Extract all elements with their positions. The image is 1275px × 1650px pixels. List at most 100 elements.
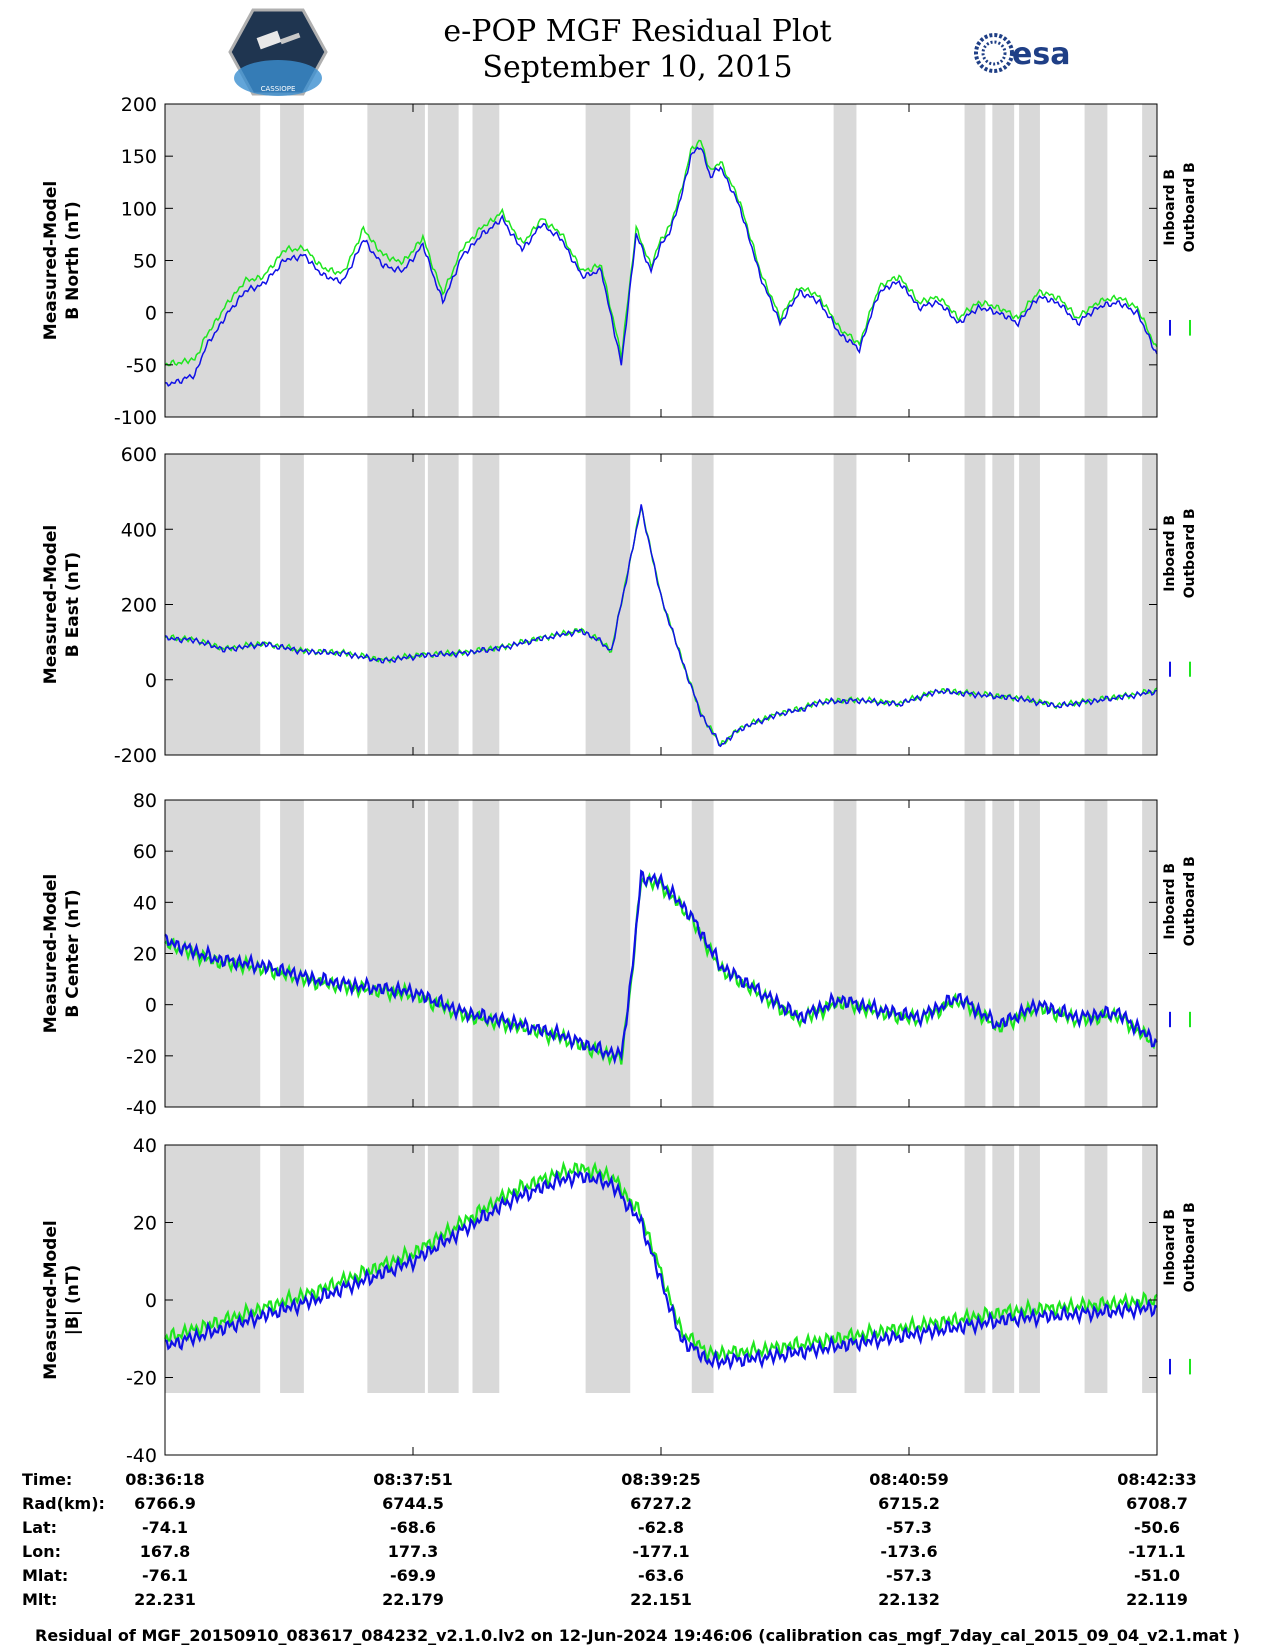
y-axis-label: Measured-Model [41,1220,61,1379]
ephemeris-value: -171.1 [1128,1542,1186,1561]
y-tick-label: 20 [133,944,157,966]
ephemeris-value: 08:36:18 [125,1470,205,1489]
y-tick-label: -20 [126,1046,157,1068]
ephemeris-value: -63.6 [637,1566,685,1585]
legend-label: Outboard B [1182,856,1198,946]
page-title: e-POP MGF Residual Plot [443,14,832,49]
shaded-interval [367,800,425,1107]
ephemeris-value: 22.119 [1126,1590,1188,1609]
ephemeris-row-label: Rad(km): [22,1494,105,1513]
y-tick-label: -100 [114,407,157,429]
shaded-interval [1084,1145,1108,1393]
y-tick-label: 60 [133,841,157,863]
ephemeris-value: 22.132 [878,1590,940,1609]
ephemeris-value: 177.3 [387,1542,439,1561]
shaded-interval [833,1145,857,1393]
shaded-interval [472,104,500,417]
series-line-inboard-b [164,1169,1158,1371]
ephemeris-value: 167.8 [139,1542,191,1561]
ephemeris-value: -68.6 [389,1518,437,1537]
ephemeris-value: -74.1 [141,1518,189,1537]
y-tick-label: 0 [145,1290,157,1312]
shaded-interval [165,454,261,755]
y-tick-label: 40 [133,892,157,914]
shaded-interval [165,104,261,417]
y-axis-label: B Center (nT) [63,889,83,1017]
ephemeris-row-label: Mlat: [22,1566,69,1585]
ephemeris-value: 6727.2 [630,1494,692,1513]
y-tick-label: 20 [133,1213,157,1235]
shaded-interval [280,454,304,755]
shaded-interval [1084,800,1108,1107]
y-tick-label: 200 [121,595,157,617]
ephemeris-value: -50.6 [1133,1518,1181,1537]
shaded-interval [992,454,1015,755]
y-tick-label: 0 [145,995,157,1017]
shaded-interval [691,800,714,1107]
chart-panel-4: 40 20 0 -20 -40 Measured-Model |B| (nT) Inboard… [41,1135,1198,1467]
series-line-outboard-b [164,1160,1158,1364]
shaded-interval [992,800,1015,1107]
shaded-interval [964,800,986,1107]
y-tick-label: 40 [133,1135,157,1157]
ephemeris-value: 22.151 [630,1590,692,1609]
ephemeris-value: 6715.2 [878,1494,940,1513]
y-tick-label: 150 [121,146,157,168]
shaded-interval [585,1145,631,1393]
ephemeris-row-label: Lon: [22,1542,61,1561]
shaded-interval [165,1145,261,1393]
esa-logo: esa [974,33,1070,73]
shaded-interval [1084,104,1108,417]
ephemeris-value: 08:39:25 [621,1470,701,1489]
y-tick-label: 200 [121,94,157,116]
ephemeris-value: 08:37:51 [373,1470,453,1489]
mission-logo-text: CASSIOPE [261,85,296,93]
y-axis-label: B East (nT) [63,552,83,657]
shaded-interval [1019,1145,1040,1393]
series-line-inboard-b [164,504,1157,748]
cassiope-logo: CASSIOPE [228,8,328,96]
shaded-interval [1019,454,1040,755]
series-line-inboard-b [165,146,1158,387]
y-axis-label: Measured-Model [41,525,61,684]
ephemeris-value: 22.179 [382,1590,444,1609]
ephemeris-value: -177.1 [632,1542,690,1561]
shaded-interval [1019,800,1040,1107]
y-tick-label: 80 [133,790,157,812]
chart-panel-1: 200 150 100 50 0 -50 -100 Measured-Model B North… [41,94,1198,429]
shaded-interval [427,104,459,417]
y-tick-label: -50 [126,355,157,377]
legend-label: Inboard B [1162,1209,1178,1286]
ephemeris-value: -57.3 [885,1566,933,1585]
series-line-outboard-b [164,139,1158,367]
ephemeris-row-label: Lat: [22,1518,58,1537]
shaded-interval [992,104,1015,417]
y-tick-label: -200 [114,745,157,767]
shaded-interval [427,1145,459,1393]
ephemeris-row-label: Time: [22,1470,73,1489]
ephemeris-value: -69.9 [389,1566,437,1585]
shaded-interval [1019,104,1040,417]
y-tick-label: 0 [145,303,157,325]
shaded-interval [585,800,631,1107]
legend-label: Outboard B [1182,1202,1198,1292]
y-tick-label: -20 [126,1368,157,1390]
ephemeris-value: -51.0 [1133,1566,1181,1585]
legend-label: Inboard B [1162,863,1178,940]
shaded-interval [833,454,857,755]
shaded-interval [691,104,714,417]
y-tick-label: 100 [121,198,157,220]
shaded-interval [165,800,261,1107]
shaded-interval [1084,454,1108,755]
shaded-interval [964,1145,986,1393]
ephemeris-value: -62.8 [637,1518,685,1537]
y-tick-label: -40 [126,1097,157,1119]
shaded-interval [427,454,459,755]
shaded-interval [833,104,857,417]
ephemeris-value: -57.3 [885,1518,933,1537]
shaded-interval [964,104,986,417]
y-tick-label: 400 [121,519,157,541]
y-tick-label: 600 [121,444,157,466]
y-tick-label: 50 [133,251,157,273]
